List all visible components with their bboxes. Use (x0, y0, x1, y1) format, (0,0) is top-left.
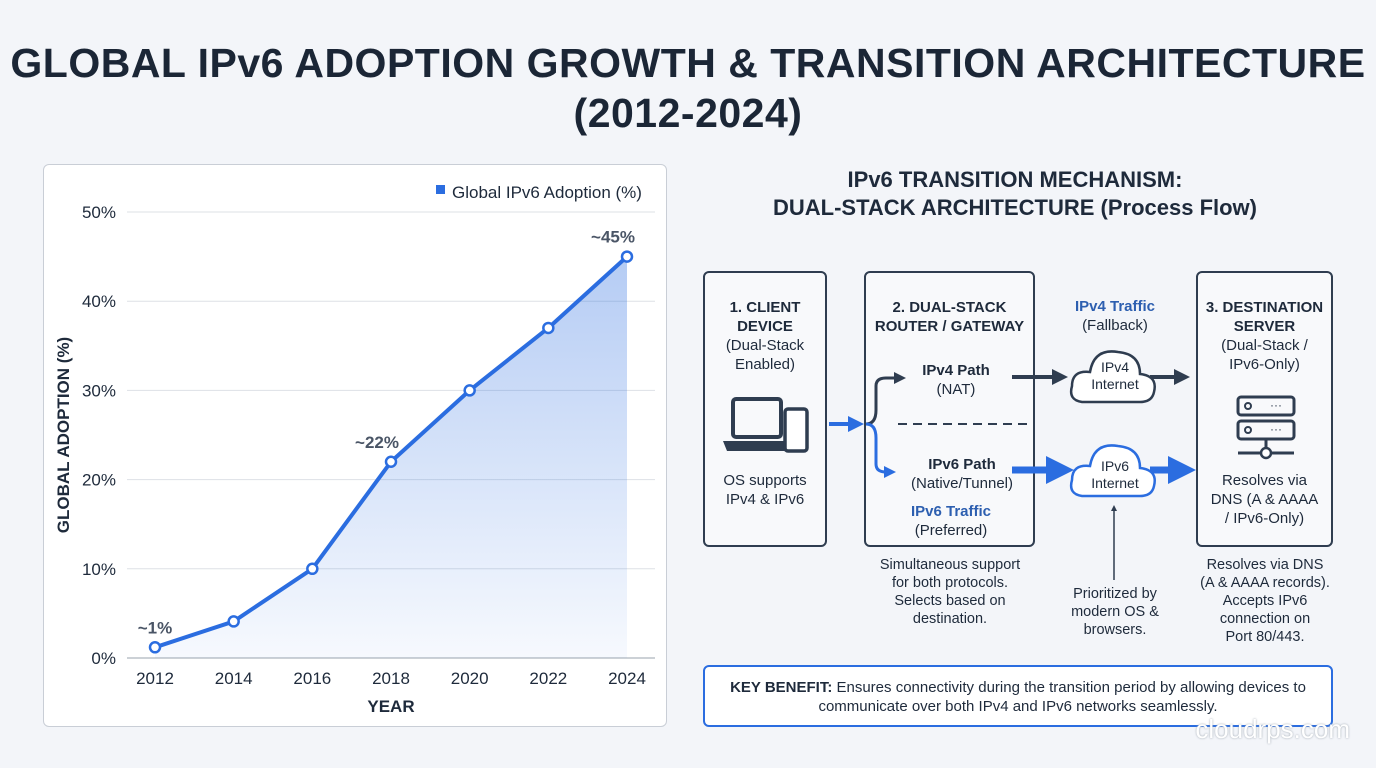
key-benefit-box: KEY BENEFIT: Ensures connectivity during… (703, 665, 1333, 727)
svg-text:···: ··· (1270, 398, 1282, 412)
benefit-label: KEY BENEFIT: (730, 679, 833, 696)
x-tick-label: 2024 (608, 669, 646, 688)
client-note-2: IPv4 & IPv6 (725, 491, 805, 508)
client-title: 1. CLIENT (729, 299, 801, 316)
data-point (227, 615, 240, 628)
ipv6-preferred: (Preferred) (914, 522, 988, 539)
subtitle-line1: IPv6 TRANSITION MECHANISM: (847, 167, 1183, 192)
ipv4-path-sub: (NAT) (936, 381, 976, 398)
ipv4-traffic-label: IPv4 Traffic (1074, 298, 1156, 315)
client-title-2: DEVICE (737, 318, 793, 335)
data-point (148, 641, 162, 654)
annotation: ~1% (138, 618, 173, 637)
y-tick-label: 30% (82, 381, 116, 400)
x-tick-label: 2012 (136, 669, 174, 688)
legend-swatch (436, 185, 445, 194)
server-resolve: Resolves via (1221, 472, 1308, 489)
x-tick-label: 2018 (372, 669, 410, 688)
watermark: cloudrps.com (1195, 714, 1350, 744)
svg-text:···: ··· (1270, 422, 1282, 436)
ipv6-traffic-label: IPv6 Traffic (910, 503, 992, 520)
ipv6-path-sub: (Native/Tunnel) (911, 475, 1013, 492)
legend-label: Global IPv6 Adoption (%) (452, 183, 642, 202)
router-title-2: ROUTER / GATEWAY (874, 318, 1025, 335)
x-axis-label: YEAR (367, 697, 414, 716)
page-title: GLOBAL IPv6 ADOPTION GROWTH & TRANSITION… (10, 40, 1366, 136)
x-tick-label: 2014 (215, 669, 253, 688)
server-sub-2: IPv6-Only) (1229, 356, 1300, 373)
server-title-2: SERVER (1233, 318, 1296, 335)
annotation: ~22% (355, 433, 399, 452)
annotation: ~45% (591, 228, 635, 247)
server-note: Resolves via DNS (A & AAAA records). Acce… (1200, 557, 1330, 645)
router-box: 2. DUAL-STACK ROUTER / GATEWAY IPv4 Path… (864, 271, 1035, 547)
server-icon: ··· ··· (1236, 395, 1296, 460)
x-tick-label: 2016 (293, 669, 331, 688)
y-tick-label: 10% (82, 560, 116, 579)
y-tick-label: 40% (82, 292, 116, 311)
y-axis-label: GLOBAL ADOPTION (%) (54, 337, 73, 533)
benefit-text: Ensures connectivity during the transiti… (818, 679, 1306, 715)
ipv6-path-label: IPv6 Path (928, 456, 996, 473)
y-tick-label: 20% (82, 471, 116, 490)
data-point (620, 250, 634, 263)
server-resolve-2: DNS (A & AAAA (1210, 491, 1319, 508)
router-title: 2. DUAL-STACK (892, 299, 1007, 316)
cloud6-label-2: Internet (1091, 475, 1139, 491)
data-point (542, 321, 555, 335)
server-title: 3. DESTINATION (1205, 299, 1324, 316)
server-box: 3. DESTINATION SERVER (Dual-Stack / IPv6… (1196, 271, 1333, 547)
client-note: OS supports (723, 472, 807, 489)
laptop-phone-icon (723, 397, 809, 453)
router-note: Simultaneous support for both protocols. … (879, 557, 1021, 627)
server-resolve-3: / IPv6-Only) (1224, 510, 1305, 527)
client-sub-2: Enabled) (734, 356, 796, 373)
data-point (463, 384, 476, 397)
y-tick-label: 50% (82, 203, 116, 222)
server-sub: (Dual-Stack / (1221, 337, 1308, 354)
cloud4-label-2: Internet (1091, 376, 1139, 392)
data-point (384, 455, 398, 469)
ipv4-path-label: IPv4 Path (922, 362, 990, 379)
client-device-box: 1. CLIENT DEVICE (Dual-Stack Enabled) OS… (703, 271, 827, 547)
diagram-subtitle: IPv6 TRANSITION MECHANISM: DUAL-STACK AR… (700, 166, 1330, 222)
cloud4-label: IPv4 (1100, 359, 1129, 375)
ipv4-fallback: (Fallback) (1082, 317, 1148, 334)
series-area (155, 256, 627, 658)
cloud6-label: IPv6 (1100, 458, 1129, 474)
x-tick-label: 2020 (451, 669, 489, 688)
data-point (306, 562, 319, 576)
ipv4-cloud-icon (1069, 350, 1156, 404)
client-sub: (Dual-Stack (725, 337, 805, 354)
subtitle-line2: DUAL-STACK ARCHITECTURE (Process Flow) (772, 195, 1257, 220)
x-tick-label: 2022 (529, 669, 567, 688)
ipv6-cloud-icon (1069, 444, 1156, 498)
cloud-note: Prioritized by modern OS & browsers. (1071, 586, 1159, 638)
y-tick-label: 0% (91, 649, 116, 668)
